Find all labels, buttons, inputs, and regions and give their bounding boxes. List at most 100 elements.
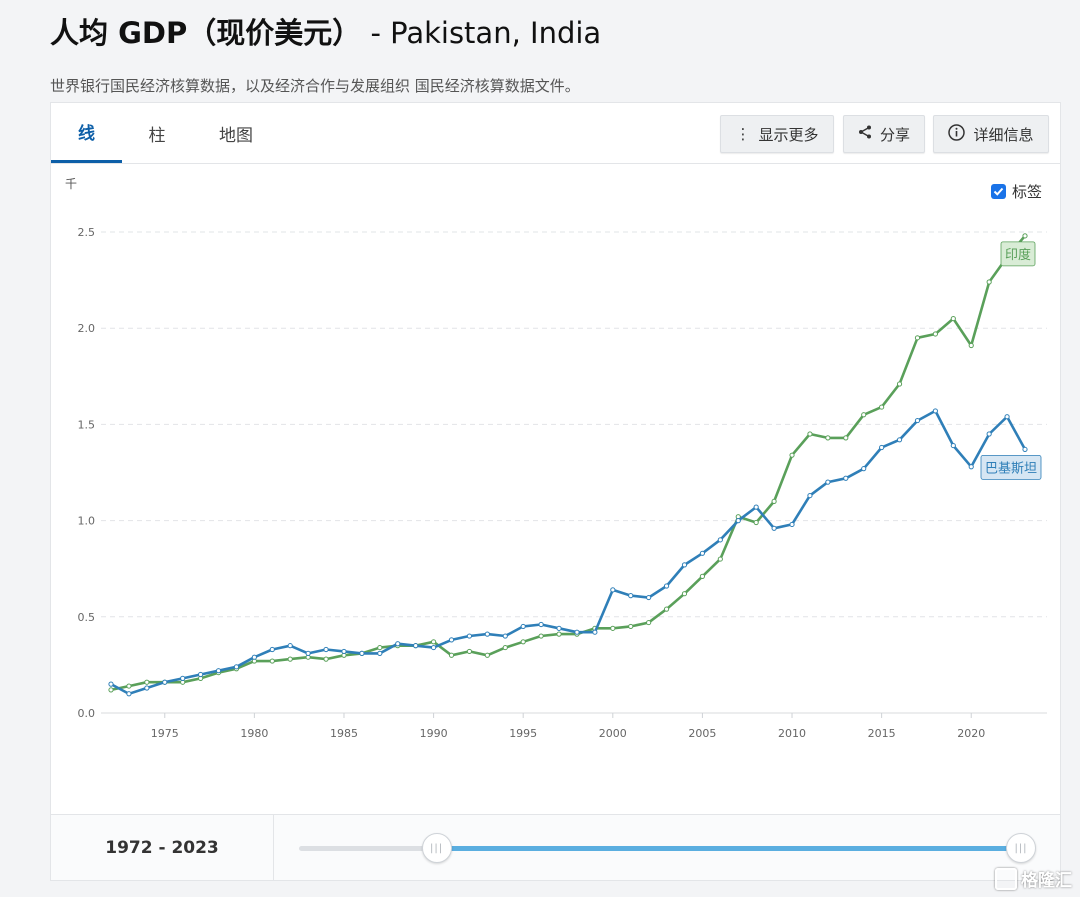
data-point bbox=[484, 652, 490, 658]
data-point bbox=[1022, 233, 1028, 239]
chart-card: 线 柱 地图 ⋮ 显示更多 分享 详细信息 千 标签 0.0 0.5 1.0 1.5 2… bbox=[50, 102, 1061, 815]
data-point bbox=[807, 492, 813, 499]
data-point bbox=[771, 525, 777, 531]
data-point bbox=[681, 562, 688, 568]
tab-map[interactable]: 地图 bbox=[219, 125, 253, 146]
x-tick-label: 2000 bbox=[599, 727, 627, 740]
data-point bbox=[717, 537, 723, 543]
data-point bbox=[215, 668, 222, 674]
data-point bbox=[789, 521, 795, 528]
data-point bbox=[520, 623, 526, 630]
data-point bbox=[538, 621, 544, 628]
line-chart: 0.0 0.5 1.0 1.5 2.0 2.5 1975 1980 1985 1990 1995 20… bbox=[78, 226, 1047, 740]
data-point bbox=[341, 648, 347, 655]
data-point bbox=[305, 650, 311, 656]
data-point bbox=[896, 437, 903, 443]
title-separator: - bbox=[361, 16, 391, 50]
data-point bbox=[269, 658, 275, 664]
data-point bbox=[448, 652, 455, 658]
details-label: 详细信息 bbox=[973, 125, 1034, 144]
data-point bbox=[753, 504, 759, 510]
series-label: 巴基斯坦 bbox=[985, 461, 1037, 476]
show-more-button[interactable]: ⋮ 显示更多 bbox=[720, 115, 834, 153]
data-point bbox=[108, 681, 114, 687]
x-tick-label: 2005 bbox=[688, 727, 716, 740]
watermark: 格隆汇 bbox=[995, 866, 1072, 891]
year-range-bar: 1972 - 2023 ||| ||| bbox=[50, 815, 1061, 881]
data-point bbox=[413, 643, 419, 649]
data-point bbox=[502, 633, 508, 639]
labels-toggle-label: 标签 bbox=[1011, 183, 1042, 201]
chart-type-tabs: 线 柱 地图 ⋮ 显示更多 分享 详细信息 bbox=[51, 103, 1060, 164]
data-point bbox=[180, 675, 186, 681]
info-icon bbox=[948, 123, 966, 145]
series-line bbox=[110, 234, 1026, 692]
data-point bbox=[628, 623, 634, 630]
x-tick-label: 2020 bbox=[957, 727, 985, 740]
range-start-handle[interactable]: ||| bbox=[421, 833, 452, 863]
y-axis-unit: 千 bbox=[65, 177, 78, 191]
data-point bbox=[914, 335, 921, 341]
data-point bbox=[556, 631, 562, 637]
data-point bbox=[932, 331, 938, 337]
labels-checkbox[interactable] bbox=[990, 184, 1006, 199]
vertical-dots-icon: ⋮ bbox=[735, 125, 751, 143]
y-tick-label: 1.5 bbox=[78, 418, 96, 431]
data-point bbox=[556, 625, 562, 631]
data-point bbox=[233, 664, 240, 670]
range-end-handle[interactable]: ||| bbox=[1006, 833, 1036, 863]
data-point bbox=[986, 431, 992, 437]
data-point bbox=[879, 444, 885, 451]
data-point bbox=[753, 519, 759, 526]
x-tick-label: 1995 bbox=[509, 727, 537, 740]
data-point bbox=[771, 498, 777, 504]
data-point bbox=[323, 646, 329, 653]
source-note: 世界银行国民经济核算数据，以及经济合作与发展组织 国民经济核算数据文件。 bbox=[50, 77, 580, 95]
data-point bbox=[789, 452, 795, 458]
labels-toggle[interactable]: 标签 bbox=[990, 181, 1042, 202]
data-point bbox=[699, 573, 706, 579]
watermark-text: 格隆汇 bbox=[1021, 871, 1072, 891]
data-point bbox=[968, 464, 974, 470]
details-button[interactable]: 详细信息 bbox=[933, 115, 1049, 153]
data-point bbox=[950, 315, 956, 322]
year-range-fill bbox=[436, 846, 1021, 851]
data-point bbox=[251, 654, 257, 660]
x-tick-label: 1975 bbox=[151, 727, 179, 740]
data-point bbox=[968, 342, 974, 349]
y-tick-label: 2.0 bbox=[78, 322, 96, 335]
series-label: 印度 bbox=[1005, 247, 1031, 263]
data-point bbox=[484, 631, 490, 637]
data-point bbox=[932, 408, 938, 414]
data-point bbox=[914, 417, 921, 424]
data-point bbox=[448, 637, 455, 643]
data-point bbox=[287, 656, 293, 662]
page-title: 人均 GDP（现价美元） - Pakistan, India bbox=[50, 10, 601, 52]
data-point bbox=[108, 687, 114, 693]
data-point bbox=[162, 679, 168, 685]
x-tick-label: 2010 bbox=[778, 727, 806, 740]
data-point bbox=[646, 594, 652, 601]
data-point bbox=[861, 466, 867, 472]
series-label-box bbox=[980, 455, 1042, 480]
x-tick-label: 2015 bbox=[868, 727, 896, 740]
data-point bbox=[1022, 446, 1028, 453]
share-button[interactable]: 分享 bbox=[843, 115, 925, 153]
data-point bbox=[663, 606, 670, 612]
data-point bbox=[359, 650, 365, 656]
data-point bbox=[807, 431, 813, 437]
y-tick-label: 0.0 bbox=[78, 707, 96, 720]
tab-line[interactable]: 线 bbox=[51, 103, 122, 163]
data-point bbox=[1004, 414, 1010, 420]
title-indicator: 人均 GDP（现价美元） bbox=[50, 16, 362, 50]
watermark-logo-icon bbox=[995, 867, 1017, 890]
data-point bbox=[592, 629, 598, 635]
tab-bar[interactable]: 柱 bbox=[148, 125, 166, 146]
data-point bbox=[538, 633, 544, 639]
data-point bbox=[269, 646, 275, 653]
data-point bbox=[825, 479, 831, 485]
share-label: 分享 bbox=[879, 125, 910, 144]
data-point bbox=[950, 442, 956, 449]
share-icon bbox=[858, 125, 872, 143]
data-point bbox=[735, 518, 741, 524]
